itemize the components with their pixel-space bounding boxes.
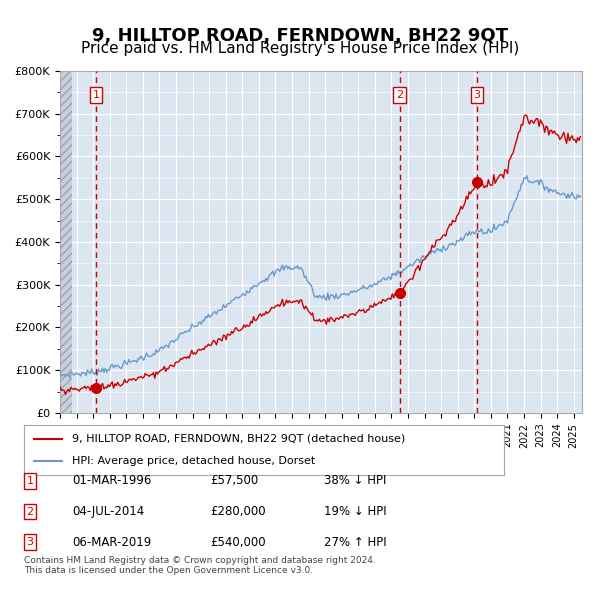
Text: 3: 3 bbox=[26, 537, 34, 547]
Text: 06-MAR-2019: 06-MAR-2019 bbox=[72, 536, 151, 549]
Text: £57,500: £57,500 bbox=[210, 474, 258, 487]
Text: 9, HILLTOP ROAD, FERNDOWN, BH22 9QT: 9, HILLTOP ROAD, FERNDOWN, BH22 9QT bbox=[92, 27, 508, 45]
Text: 27% ↑ HPI: 27% ↑ HPI bbox=[324, 536, 386, 549]
Text: 01-MAR-1996: 01-MAR-1996 bbox=[72, 474, 151, 487]
Text: 2: 2 bbox=[396, 90, 403, 100]
Text: 1: 1 bbox=[92, 90, 100, 100]
Text: £280,000: £280,000 bbox=[210, 505, 266, 518]
Text: £540,000: £540,000 bbox=[210, 536, 266, 549]
Text: 9, HILLTOP ROAD, FERNDOWN, BH22 9QT (detached house): 9, HILLTOP ROAD, FERNDOWN, BH22 9QT (det… bbox=[72, 434, 405, 444]
Text: 1: 1 bbox=[26, 476, 34, 486]
Text: 38% ↓ HPI: 38% ↓ HPI bbox=[324, 474, 386, 487]
Text: 3: 3 bbox=[473, 90, 481, 100]
Text: 04-JUL-2014: 04-JUL-2014 bbox=[72, 505, 144, 518]
Text: Price paid vs. HM Land Registry's House Price Index (HPI): Price paid vs. HM Land Registry's House … bbox=[81, 41, 519, 56]
Text: 2: 2 bbox=[26, 507, 34, 516]
Text: Contains HM Land Registry data © Crown copyright and database right 2024.
This d: Contains HM Land Registry data © Crown c… bbox=[24, 556, 376, 575]
Text: 19% ↓ HPI: 19% ↓ HPI bbox=[324, 505, 386, 518]
Bar bbox=[60, 71, 71, 413]
Text: HPI: Average price, detached house, Dorset: HPI: Average price, detached house, Dors… bbox=[72, 456, 315, 466]
